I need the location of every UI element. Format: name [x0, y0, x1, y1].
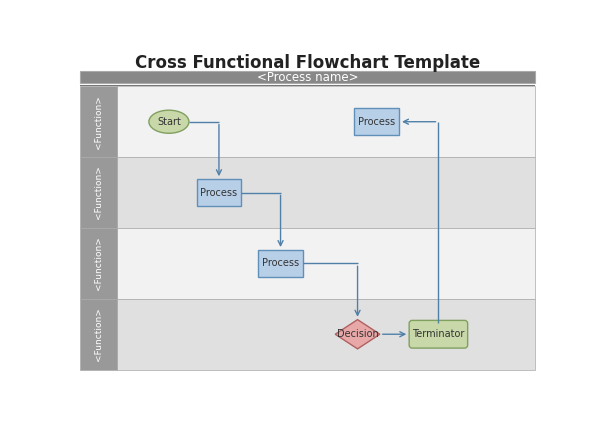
- Text: Process: Process: [358, 117, 395, 127]
- Text: Process: Process: [200, 187, 238, 198]
- Text: Decision: Decision: [337, 329, 379, 339]
- Text: <Process name>: <Process name>: [257, 70, 358, 84]
- FancyBboxPatch shape: [118, 86, 535, 157]
- Ellipse shape: [149, 110, 189, 133]
- FancyBboxPatch shape: [258, 250, 303, 277]
- Text: <Function>: <Function>: [94, 95, 103, 149]
- FancyBboxPatch shape: [80, 86, 118, 157]
- Text: <Function>: <Function>: [94, 166, 103, 220]
- FancyBboxPatch shape: [80, 228, 118, 299]
- Text: Start: Start: [157, 117, 181, 127]
- FancyBboxPatch shape: [80, 85, 535, 86]
- Text: <Function>: <Function>: [94, 307, 103, 361]
- FancyBboxPatch shape: [355, 108, 399, 135]
- FancyBboxPatch shape: [197, 179, 241, 206]
- FancyBboxPatch shape: [80, 157, 118, 228]
- Text: Cross Functional Flowchart Template: Cross Functional Flowchart Template: [135, 54, 480, 72]
- FancyBboxPatch shape: [118, 228, 535, 299]
- FancyBboxPatch shape: [80, 71, 535, 83]
- Text: <Function>: <Function>: [94, 237, 103, 290]
- FancyBboxPatch shape: [80, 299, 118, 370]
- Text: Terminator: Terminator: [412, 329, 464, 339]
- FancyBboxPatch shape: [409, 321, 467, 348]
- FancyBboxPatch shape: [118, 157, 535, 228]
- Text: Process: Process: [262, 258, 299, 268]
- Polygon shape: [335, 320, 380, 349]
- FancyBboxPatch shape: [118, 299, 535, 370]
